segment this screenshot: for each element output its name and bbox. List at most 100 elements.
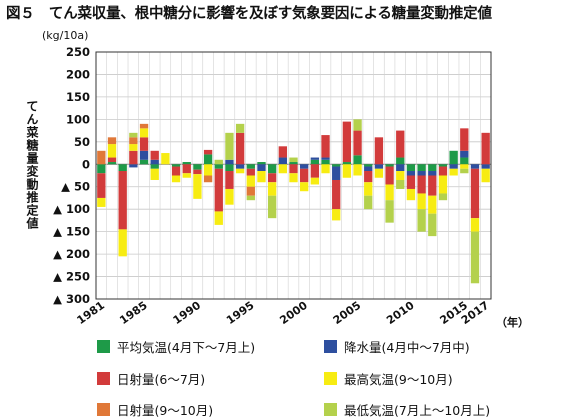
- bar-2015: [460, 128, 469, 174]
- bar-segment-5: [460, 168, 469, 174]
- bar-segment-3: [278, 164, 287, 174]
- y-tick-label: ▲ 100: [53, 202, 90, 216]
- bar-segment-0: [203, 154, 213, 165]
- bar-segment-2: [107, 157, 117, 163]
- bar-segment-1: [364, 166, 373, 172]
- bar-segment-1: [300, 164, 309, 169]
- bar-segment-4: [97, 150, 106, 165]
- bar-1985: [139, 123, 149, 165]
- bar-segment-3: [257, 171, 266, 183]
- bar-segment-3: [353, 164, 362, 176]
- x-tick-label: 1985: [117, 299, 150, 327]
- bar-2002: [321, 135, 330, 174]
- legend-label: 最高気温(9～10月): [344, 372, 453, 387]
- bar-segment-0: [449, 150, 458, 165]
- bar-segment-0: [246, 164, 255, 169]
- bar-segment-1: [460, 150, 469, 158]
- x-axis-unit: （年）: [496, 315, 529, 329]
- bar-2016: [470, 164, 480, 284]
- bar-1981: [97, 150, 106, 207]
- bar-segment-0: [139, 159, 149, 165]
- bar-segment-4: [203, 175, 213, 183]
- bar-segment-0: [225, 164, 234, 172]
- bar-segment-3: [300, 182, 309, 192]
- y-tick-label: ▲ 200: [53, 247, 90, 261]
- bar-segment-2: [406, 175, 416, 189]
- bar-segment-2: [171, 166, 181, 176]
- bar-2000: [300, 164, 309, 192]
- bar-segment-2: [364, 171, 373, 183]
- bar-segment-3: [406, 188, 416, 201]
- bar-1982: [107, 137, 117, 165]
- x-tick-label: 1990: [171, 299, 204, 327]
- bar-segment-0: [214, 164, 223, 169]
- bar-segment-3: [385, 184, 394, 201]
- bar-segment-3: [118, 229, 127, 257]
- bar-segment-2: [460, 128, 469, 151]
- bar-segment-2: [129, 150, 138, 165]
- legend-label: 平均気温(4月下～7月上): [117, 340, 256, 355]
- x-tick-label: 1995: [224, 299, 257, 327]
- y-tick-label: 0: [82, 157, 90, 171]
- bar-segment-3: [428, 195, 437, 214]
- bar-segment-3: [438, 175, 448, 194]
- legend-swatch: [324, 403, 337, 416]
- bar-segment-5: [470, 231, 480, 284]
- bar-segment-2: [97, 173, 106, 198]
- bar-segment-0: [118, 164, 127, 172]
- bar-segment-5: [129, 132, 138, 138]
- plot-frame: [95, 51, 492, 300]
- bar-segment-5: [438, 193, 448, 201]
- bar-segment-0: [107, 162, 117, 165]
- bar-segment-3: [129, 144, 138, 151]
- bar-segment-3: [460, 164, 469, 169]
- bar-1988: [171, 164, 181, 183]
- bar-segment-1: [332, 166, 341, 180]
- bar-segment-0: [257, 162, 266, 165]
- bar-segment-0: [417, 164, 426, 172]
- bar-segment-2: [481, 132, 490, 165]
- bar-1993: [225, 132, 234, 205]
- y-tick-label: ▲ 250: [53, 270, 90, 284]
- bar-segment-0: [182, 162, 191, 165]
- bar-segment-3: [417, 193, 426, 210]
- bar-segment-2: [289, 164, 298, 174]
- bar-segment-5: [289, 157, 298, 163]
- bar-segment-3: [139, 128, 149, 138]
- bar-1996: [257, 162, 266, 183]
- bar-segment-3: [342, 164, 352, 178]
- y-tick-label: ▲ 50: [61, 180, 90, 194]
- y-tick-label: 150: [66, 90, 90, 104]
- bar-segment-4: [139, 123, 149, 129]
- bar-segment-2: [182, 164, 191, 174]
- bar-1995: [246, 164, 255, 201]
- bar-segment-3: [396, 171, 405, 180]
- bar-segment-4: [246, 186, 255, 196]
- bar-2007: [374, 137, 384, 178]
- bar-segment-3: [449, 168, 458, 176]
- bar-1989: [182, 162, 191, 178]
- bar-1986: [150, 150, 159, 180]
- bar-segment-5: [364, 195, 373, 210]
- bar-segment-3: [470, 218, 480, 232]
- bar-segment-0: [364, 164, 373, 167]
- legend-item: 最高気温(9～10月): [324, 369, 453, 388]
- bar-segment-3: [182, 173, 191, 178]
- legend-item: 平均気温(4月下～7月上): [97, 337, 255, 356]
- bar-segment-3: [225, 188, 234, 205]
- bar-segment-1: [374, 164, 384, 169]
- legend-item: 降水量(4月中～7月中): [324, 337, 470, 356]
- bar-segment-1: [225, 159, 234, 165]
- bar-segment-0: [267, 164, 277, 174]
- bar-1990: [193, 164, 202, 199]
- y-tick-labels: 250 200 150 100 50 0 ▲ 50 ▲ 100 ▲ 150 ▲ 200 ▲ 250 ▲…: [53, 45, 90, 306]
- bar-1992: [214, 159, 223, 225]
- legend-swatch: [97, 340, 110, 353]
- bar-2006: [364, 164, 373, 210]
- bar-segment-0: [460, 157, 469, 165]
- bar-segment-2: [118, 171, 127, 230]
- bar-segment-3: [321, 164, 330, 174]
- bar-segment-1: [235, 164, 245, 169]
- bar-1987: [161, 153, 170, 165]
